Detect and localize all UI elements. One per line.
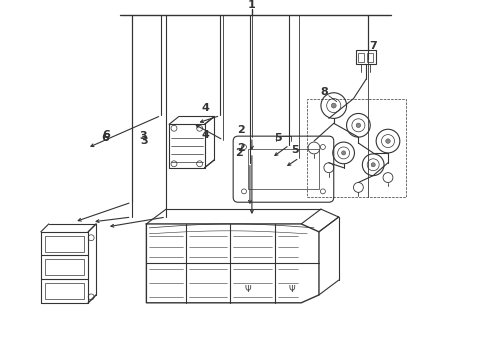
- Text: 3: 3: [140, 131, 147, 141]
- Circle shape: [386, 139, 390, 143]
- Text: 1: 1: [248, 0, 256, 10]
- Text: 3: 3: [141, 136, 148, 146]
- Bar: [248, 149, 319, 189]
- Bar: [356, 50, 376, 64]
- Bar: [45, 260, 84, 275]
- Text: 5: 5: [292, 145, 299, 155]
- Text: 7: 7: [369, 41, 377, 51]
- Bar: [307, 99, 406, 197]
- Text: 6: 6: [101, 133, 109, 143]
- Text: 4: 4: [201, 103, 210, 113]
- Circle shape: [331, 103, 336, 108]
- Text: $\Psi$: $\Psi$: [244, 284, 252, 294]
- Text: 2: 2: [237, 125, 245, 135]
- Bar: [45, 283, 84, 299]
- Text: $\Psi$: $\Psi$: [288, 284, 296, 294]
- Text: 2: 2: [237, 143, 245, 153]
- Text: 4: 4: [201, 130, 210, 140]
- Bar: [358, 53, 365, 62]
- Circle shape: [356, 123, 361, 127]
- Circle shape: [371, 163, 375, 167]
- Circle shape: [342, 151, 346, 155]
- Text: 5: 5: [274, 133, 281, 143]
- Text: 8: 8: [320, 87, 328, 97]
- Text: 6: 6: [102, 130, 110, 140]
- Text: 2: 2: [235, 148, 243, 158]
- Bar: [45, 236, 84, 252]
- Bar: [368, 53, 373, 62]
